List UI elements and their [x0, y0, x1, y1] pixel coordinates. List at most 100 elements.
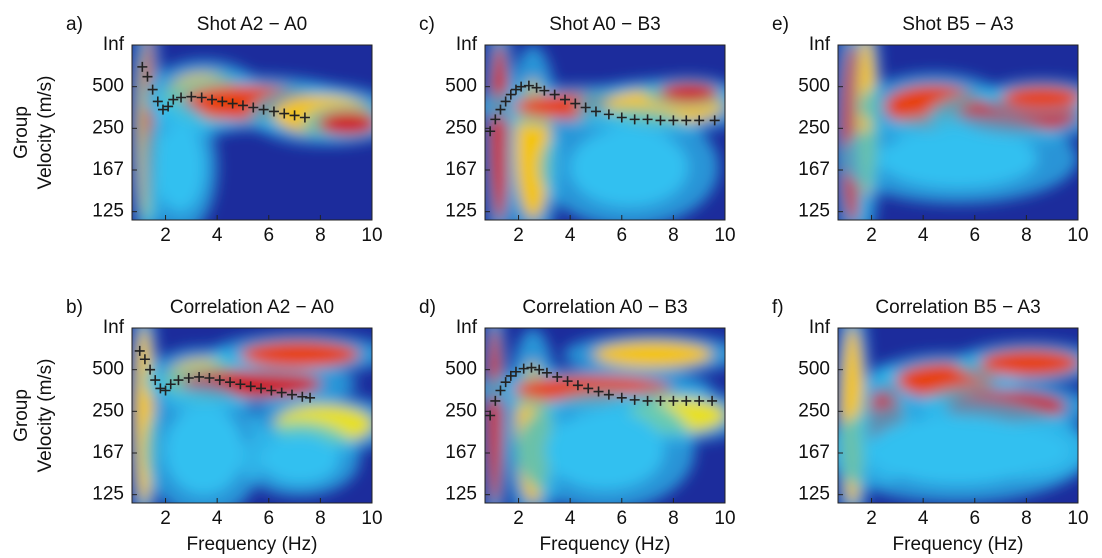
pick-marker — [287, 389, 297, 400]
pick-marker — [505, 89, 516, 100]
x-axis-label: Frequency (Hz) — [540, 534, 671, 555]
pick-marker — [258, 104, 269, 115]
pick-marker — [235, 379, 246, 390]
heatmap-blobs — [838, 45, 1078, 220]
pick-marker — [694, 395, 705, 406]
plot-frame — [837, 44, 1079, 221]
panel: d) Correlation A0 − B3 Frequency (Hz) 125 16… — [419, 297, 736, 555]
panel: c) Shot A0 − B3 125 167 250 500 Inf 2 4 6 8 10 — [419, 14, 736, 246]
y-axis-label: Group — [11, 106, 32, 159]
pick-marker — [204, 373, 215, 383]
pick-marker — [531, 82, 542, 93]
y-tick-label: 125 — [445, 201, 477, 222]
pick-marker — [168, 94, 179, 105]
y-tick-label: 167 — [92, 159, 124, 180]
y-tick-label: 167 — [798, 442, 830, 463]
pick-marker — [268, 106, 279, 117]
x-tick-label: 10 — [361, 225, 382, 246]
x-axis-label: Frequency (Hz) — [893, 534, 1024, 555]
pick-marker — [194, 371, 205, 382]
x-tick-label: 4 — [212, 225, 223, 246]
pick-marker — [297, 391, 308, 402]
y-tick-label: 167 — [445, 442, 477, 463]
y-tick-label: 250 — [92, 400, 124, 421]
pick-marker — [616, 112, 627, 123]
pick-marker — [266, 385, 277, 396]
y-tick-label: 500 — [92, 359, 124, 380]
pick-marker — [642, 114, 653, 125]
pick-marker — [490, 114, 501, 125]
heatmap-blob — [240, 340, 360, 369]
y-tick-label: 125 — [798, 201, 830, 222]
pick-marker — [709, 115, 720, 126]
pick-marker — [183, 373, 194, 383]
pick-marker — [668, 395, 679, 406]
x-tick-label: 8 — [315, 225, 326, 246]
y-axis-label: Velocity (m/s) — [35, 75, 56, 189]
x-tick-label: 6 — [263, 508, 274, 529]
pick-marker — [590, 106, 601, 117]
pick-marker — [237, 100, 248, 111]
heatmap-blob — [659, 82, 719, 103]
pick-marker — [305, 392, 316, 403]
panel-title: Correlation B5 − A3 — [875, 297, 1040, 318]
x-tick-label: 6 — [616, 225, 627, 246]
x-tick-label: 2 — [513, 508, 524, 529]
pick-marker — [562, 376, 573, 387]
pick-marker — [289, 110, 300, 121]
pick-marker — [668, 115, 679, 126]
x-tick-label: 10 — [714, 225, 735, 246]
y-tick-label: 500 — [798, 76, 830, 97]
heatmap-blob — [1002, 85, 1078, 110]
x-tick-label: 10 — [1067, 225, 1088, 246]
x-tick-label: 2 — [160, 225, 171, 246]
heatmap-blob — [260, 434, 340, 485]
pick-marker — [616, 392, 627, 403]
pick-marker — [510, 84, 521, 95]
pick-marker — [534, 364, 545, 375]
pick-marker — [207, 94, 217, 105]
pick-marker — [681, 395, 692, 406]
pick-marker — [248, 102, 259, 113]
heatmap-blobs — [132, 328, 372, 503]
x-tick-label: 4 — [918, 508, 929, 529]
pick-marker — [214, 375, 225, 386]
heatmap-blob — [164, 405, 244, 496]
y-axis-label: Group — [11, 389, 32, 442]
x-tick-label: 6 — [969, 508, 980, 529]
x-tick-label: 8 — [315, 508, 326, 529]
pick-marker — [137, 61, 148, 72]
pick-marker — [707, 395, 718, 406]
x-tick-label: 2 — [513, 225, 524, 246]
pick-marker — [539, 85, 550, 96]
plot-frame — [131, 44, 373, 221]
heatmap-blob — [878, 128, 1038, 189]
pick-marker — [134, 345, 145, 356]
pick-marker — [163, 101, 174, 112]
y-axis-label: Velocity (m/s) — [35, 358, 56, 472]
panel-label: a) — [66, 14, 83, 35]
x-tick-label: 4 — [212, 508, 223, 529]
pick-marker — [150, 375, 161, 386]
pick-marker — [165, 379, 176, 390]
pick-marker — [256, 383, 267, 394]
x-tick-label: 6 — [616, 508, 627, 529]
pick-marker — [495, 104, 506, 115]
x-tick-label: 2 — [160, 508, 171, 529]
pick-marker — [299, 112, 310, 123]
pick-marker — [186, 91, 197, 102]
heatmap-blob — [990, 430, 1070, 471]
plot-frame — [484, 327, 726, 504]
pick-marker — [655, 395, 666, 406]
heatmap-blob — [569, 127, 689, 208]
panel: e) Shot B5 − A3 125 167 250 500 Inf 2 4 6 8 10 — [772, 14, 1089, 246]
panel-title: Correlation A2 − A0 — [170, 297, 334, 318]
x-tick-label: 4 — [918, 225, 929, 246]
pick-marker — [147, 84, 158, 95]
pick-marker — [152, 96, 163, 107]
pick-marker — [157, 104, 168, 115]
heatmap-blob — [545, 410, 665, 491]
heatmap — [485, 45, 725, 220]
x-tick-label: 10 — [361, 508, 382, 529]
